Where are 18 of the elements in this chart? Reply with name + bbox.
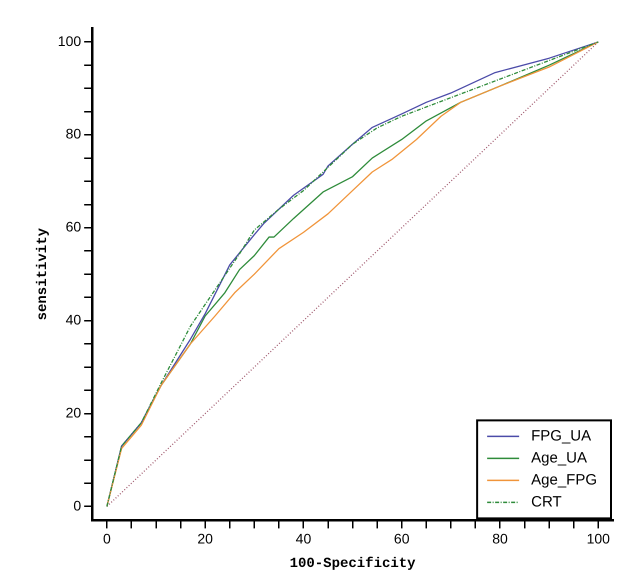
y-tick-label: 40 [66, 312, 82, 328]
y-tick-label: 100 [58, 32, 82, 49]
y-tick-label: 60 [66, 218, 82, 235]
legend-label: Age_UA [531, 450, 588, 467]
x-tick-label: 100 [586, 530, 610, 547]
x-tick-label: 60 [394, 530, 410, 547]
x-axis-title: 100-Specificity [290, 556, 416, 572]
y-axis-title: sensitivity [34, 227, 51, 320]
x-tick-label: 20 [197, 530, 214, 547]
x-tick-label: 40 [296, 530, 312, 547]
y-tick-label: 20 [66, 404, 82, 420]
legend-label: FPG_UA [531, 428, 592, 445]
legend-label: Age_FPG [531, 472, 598, 489]
x-tick-label: 0 [103, 530, 111, 547]
y-tick-label: 0 [73, 497, 82, 514]
legend-label: CRT [531, 494, 562, 511]
x-tick-label: 80 [492, 530, 508, 547]
y-tick-label: 80 [66, 126, 82, 142]
